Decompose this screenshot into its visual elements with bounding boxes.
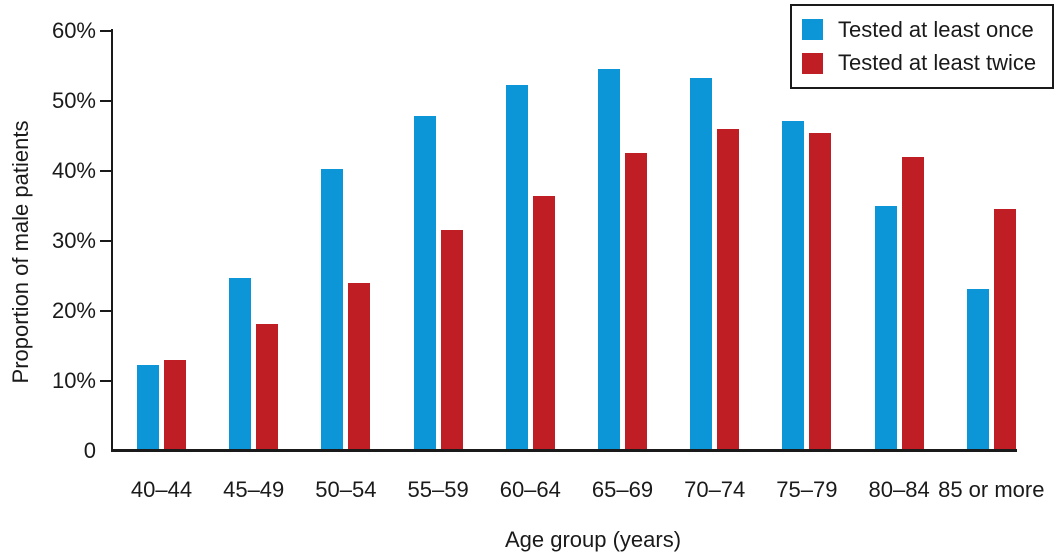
x-tick-label: 60–64 [499, 477, 561, 502]
x-axis-line [110, 449, 1017, 452]
bar [532, 195, 555, 450]
y-tick-label: 40% [51, 158, 96, 183]
x-tick-label: 50–54 [315, 477, 377, 502]
y-tick-mark [99, 169, 111, 173]
bar [625, 152, 647, 450]
legend-swatch-tested-twice-icon [802, 52, 823, 74]
y-tick-label: 10% [51, 368, 96, 393]
bar [690, 78, 713, 450]
bar [505, 85, 528, 450]
legend: Tested at least once Tested at least twi… [790, 4, 1054, 89]
bar [137, 364, 159, 450]
bar [256, 324, 279, 450]
y-tick-label: 20% [51, 298, 96, 323]
bar [966, 289, 989, 450]
bar [993, 208, 1016, 450]
bar [413, 116, 436, 450]
bar [717, 128, 740, 450]
legend-item-tested-twice: Tested at least twice [802, 51, 1042, 75]
bar [229, 277, 252, 450]
x-tick-label: 45–49 [223, 477, 285, 502]
y-tick-mark [99, 99, 111, 103]
bar [598, 68, 620, 450]
bar [321, 168, 344, 450]
x-tick-label: 65–69 [591, 477, 654, 502]
y-tick-mark [99, 29, 111, 33]
x-tick-label: 40–44 [130, 477, 193, 502]
x-tick-label: 80–84 [868, 477, 930, 502]
legend-label-tested-once: Tested at least once [838, 16, 1034, 42]
x-tick-label: 70–74 [684, 477, 746, 502]
bar [348, 283, 371, 450]
y-tick-label: 50% [51, 88, 96, 113]
y-tick-label: 0 [83, 438, 96, 463]
bar [440, 229, 463, 450]
y-tick-label: 60% [51, 18, 96, 43]
x-axis-title: Age group (years) [504, 527, 682, 552]
y-tick-mark [99, 239, 111, 243]
bar [809, 132, 832, 450]
x-tick-label: 75–79 [776, 477, 838, 502]
y-tick-mark [99, 379, 111, 383]
legend-swatch-tested-once-icon [802, 19, 823, 41]
bar [901, 156, 924, 450]
y-tick-mark [99, 309, 111, 313]
bar [782, 121, 805, 450]
bar [164, 359, 186, 450]
bar [874, 205, 897, 450]
y-axis-line [110, 29, 113, 451]
y-tick-label: 30% [51, 228, 96, 253]
legend-label-tested-twice: Tested at least twice [838, 50, 1037, 76]
x-tick-label: 85 or more [938, 477, 1045, 502]
legend-item-tested-once: Tested at least once [802, 16, 1042, 42]
x-tick-label: 55–59 [407, 477, 469, 502]
